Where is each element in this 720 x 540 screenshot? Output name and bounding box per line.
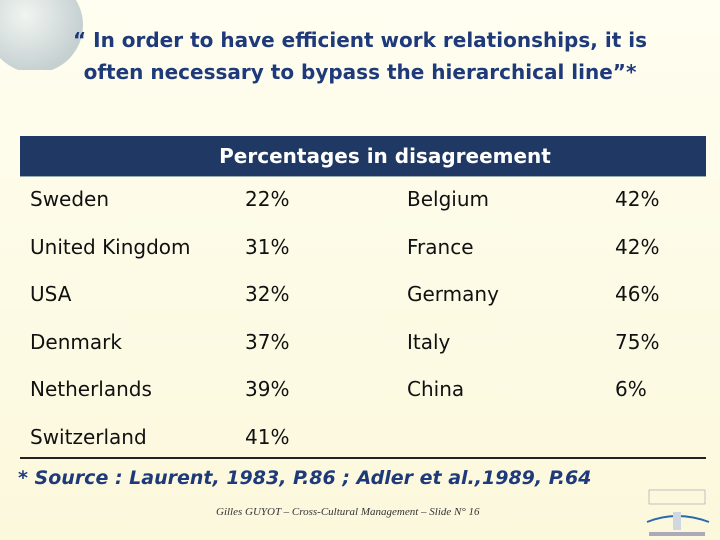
footer: Gilles GUYOT – Cross-Cultural Management… bbox=[216, 506, 480, 518]
country-cell: China bbox=[407, 377, 465, 401]
source-note: * Source : Laurent, 1983, P.86 ; Adler e… bbox=[18, 467, 592, 489]
country-cell: Netherlands bbox=[30, 377, 152, 401]
percentage-cell: 42% bbox=[615, 234, 660, 259]
country-cell: Denmark bbox=[30, 329, 122, 354]
country-cell: USA bbox=[30, 282, 72, 306]
percentage-cell: 39% bbox=[245, 377, 290, 401]
country-cell: Switzerland bbox=[30, 424, 147, 449]
table-header: Percentages in disagreement bbox=[20, 136, 706, 177]
country-cell: United Kingdom bbox=[30, 234, 191, 259]
percentage-cell: 22% bbox=[245, 187, 290, 211]
title-line: “ In order to have efficient work relati… bbox=[73, 28, 647, 52]
percentage-cell: 41% bbox=[245, 424, 290, 449]
percentage-cell: 75% bbox=[615, 329, 660, 354]
table-caption: Percentages in disagreement bbox=[219, 144, 551, 168]
percentage-cell: 42% bbox=[615, 187, 660, 211]
percentage-cell: 31% bbox=[245, 234, 290, 259]
percentage-cell: 46% bbox=[615, 282, 660, 306]
globe-decoration bbox=[0, 0, 83, 70]
logo bbox=[646, 489, 710, 536]
country-cell: France bbox=[407, 234, 474, 259]
country-cell: Germany bbox=[407, 282, 499, 306]
title-line: often necessary to bypass the hierarchic… bbox=[83, 60, 637, 84]
percentage-cell: 37% bbox=[245, 329, 290, 354]
percentage-cell: 6% bbox=[615, 377, 647, 401]
country-cell: Italy bbox=[407, 329, 451, 354]
percentage-cell: 32% bbox=[245, 282, 290, 306]
table-rule bbox=[20, 457, 706, 459]
country-cell: Sweden bbox=[30, 187, 110, 211]
country-cell: Belgium bbox=[407, 187, 489, 211]
